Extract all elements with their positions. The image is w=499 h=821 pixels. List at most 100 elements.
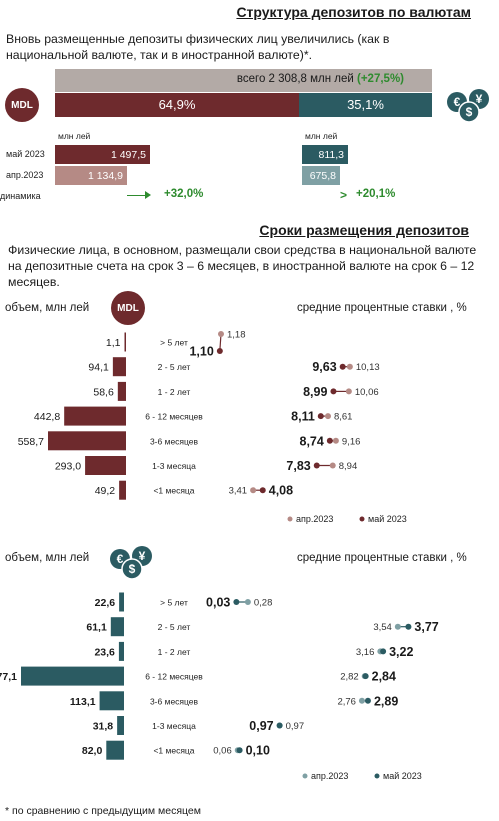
rate-may-label: 7,83: [286, 459, 310, 473]
chart1-right-label: средние процентные ставки , %: [297, 302, 467, 314]
footnote: * по сравнению с предыдущим месяцем: [5, 805, 201, 817]
row-label-may: май 2023: [6, 149, 45, 159]
rate-apr-point: [345, 388, 352, 395]
fx-share-bar: 35,1%: [299, 93, 432, 117]
category-label: <1 месяца: [153, 746, 194, 756]
rate-may-point: [326, 437, 333, 444]
rate-may-label: 2,84: [372, 670, 396, 684]
category-label: 1 - 2 лет: [158, 387, 191, 397]
rate-may-label: 9,63: [312, 360, 336, 374]
rate-may-point: [313, 462, 320, 469]
rate-may-label: 8,11: [291, 410, 315, 424]
volume-label: 49,2: [95, 485, 116, 497]
volume-bar: [64, 406, 126, 426]
category-label: 1-3 месяца: [152, 461, 196, 471]
legend-may-marker: [374, 773, 380, 779]
volume-bar: [117, 716, 124, 735]
category-label: 1 - 2 лет: [158, 647, 191, 657]
rate-apr-label: 8,61: [334, 412, 353, 423]
volume-label: 22,6: [95, 597, 116, 609]
rate-apr-label: 0,97: [286, 721, 305, 732]
rate-apr-label: 2,76: [337, 696, 356, 707]
volume-label: 113,1: [70, 696, 96, 708]
rate-apr-label: 1,18: [227, 330, 246, 341]
bar-fx-apr: 675,8: [302, 166, 340, 185]
row-label-apr: апр.2023: [6, 170, 44, 180]
section2-title: Сроки размещения депозитов: [259, 222, 469, 238]
rate-apr-point: [250, 487, 257, 494]
dynamics-mdl: +32,0%: [164, 188, 204, 200]
volume-bar: [117, 381, 126, 401]
category-label: 1-3 месяца: [152, 721, 196, 731]
svg-text:€: €: [117, 552, 124, 566]
arrow-mdl-icon: [127, 191, 151, 199]
rate-apr-label: 10,06: [355, 387, 379, 398]
category-label: 2 - 5 лет: [158, 622, 191, 632]
rate-may-point: [364, 697, 371, 704]
dynamics-fx: +20,1%: [356, 188, 396, 200]
rate-apr-label: 0,28: [254, 598, 273, 609]
volume-label: 82,0: [82, 745, 103, 757]
rate-may-label: 8,74: [300, 434, 324, 448]
rate-apr-label: 10,13: [356, 362, 380, 373]
volume-bar: [85, 456, 126, 475]
rate-may-point: [330, 388, 337, 395]
category-label: 3-6 месяцев: [150, 436, 199, 446]
rate-apr-label: 0,06: [213, 746, 232, 757]
rate-may-label: 0,97: [249, 719, 273, 733]
volume-label: 477,1: [0, 671, 17, 683]
volume-label: 31,8: [93, 721, 114, 733]
total-text: всего 2 308,8 млн лей: [236, 73, 358, 85]
category-label: > 5 лет: [160, 598, 188, 608]
arrow-fx-icon: >: [340, 188, 348, 202]
legend-apr-label: апр.2023: [296, 514, 333, 524]
category-label: 2 - 5 лет: [158, 362, 191, 372]
chart1-mdl-terms: 1,1 > 5 лет 1,18 1,10 94,1 2 - 5 лет 10,13 9,63…: [18, 330, 407, 525]
total-change: (+27,5%): [357, 73, 404, 85]
chart1-left-label: объем, млн лей: [5, 302, 90, 314]
category-label: 3-6 месяцев: [150, 696, 199, 706]
bar-fx-may: 811,3: [302, 145, 348, 164]
volume-bar: [112, 357, 126, 377]
rate-may-point: [216, 348, 223, 354]
volume-bar: [124, 332, 126, 352]
chart2-left-label: объем, млн лей: [5, 552, 90, 564]
rate-may-label: 0,03: [206, 596, 230, 610]
chart2-right-label: средние процентные ставки , %: [297, 552, 467, 564]
volume-label: 61,1: [86, 622, 107, 634]
category-label: 6 - 12 месяцев: [145, 672, 203, 682]
rate-apr-point: [346, 363, 353, 370]
volume-label: 1,1: [106, 337, 121, 349]
rate-may-point: [362, 673, 369, 680]
total-bar: всего 2 308,8 млн лей (+27,5%): [55, 69, 432, 92]
category-label: > 5 лет: [160, 338, 188, 348]
chart2-fx-terms: 22,6 > 5 лет 0,28 0,03 61,1 2 - 5 лет 3,54 3,77…: [0, 592, 439, 781]
rate-may-label: 8,99: [303, 385, 327, 399]
legend-may-label: май 2023: [383, 771, 422, 781]
volume-label: 293,0: [55, 461, 81, 473]
currency-coins-icon: € ¥ $: [447, 89, 489, 123]
svg-text:€: €: [454, 95, 461, 109]
legend-apr-marker: [287, 516, 293, 522]
rate-apr-point: [244, 599, 251, 605]
rate-may-point: [236, 747, 243, 754]
rate-may-point: [233, 599, 240, 605]
section1-intro: Вновь размещенные депозиты физических ли…: [6, 32, 390, 62]
rate-may-label: 2,89: [374, 694, 398, 708]
total-label: всего 2 308,8 млн лей (+27,5%): [237, 73, 404, 85]
legend-may-label: май 2023: [368, 514, 407, 524]
mdl-share-bar: 64,9%: [55, 93, 299, 117]
mdl-share-label: 64,9%: [158, 97, 196, 112]
category-label: 6 - 12 месяцев: [145, 412, 203, 422]
bar-mdl-may: 1 497,5: [55, 145, 150, 164]
rate-may-label: 0,10: [246, 744, 270, 758]
legend-may-marker: [359, 516, 365, 522]
rate-may-label: 3,22: [389, 645, 413, 659]
unit-mdl: млн лей: [58, 131, 91, 141]
rate-may-point: [380, 648, 387, 655]
volume-bar: [106, 740, 124, 760]
volume-label: 442,8: [34, 411, 60, 423]
svg-text:$: $: [466, 105, 473, 119]
rate-may-point: [276, 722, 283, 729]
volume-bar: [21, 666, 124, 686]
